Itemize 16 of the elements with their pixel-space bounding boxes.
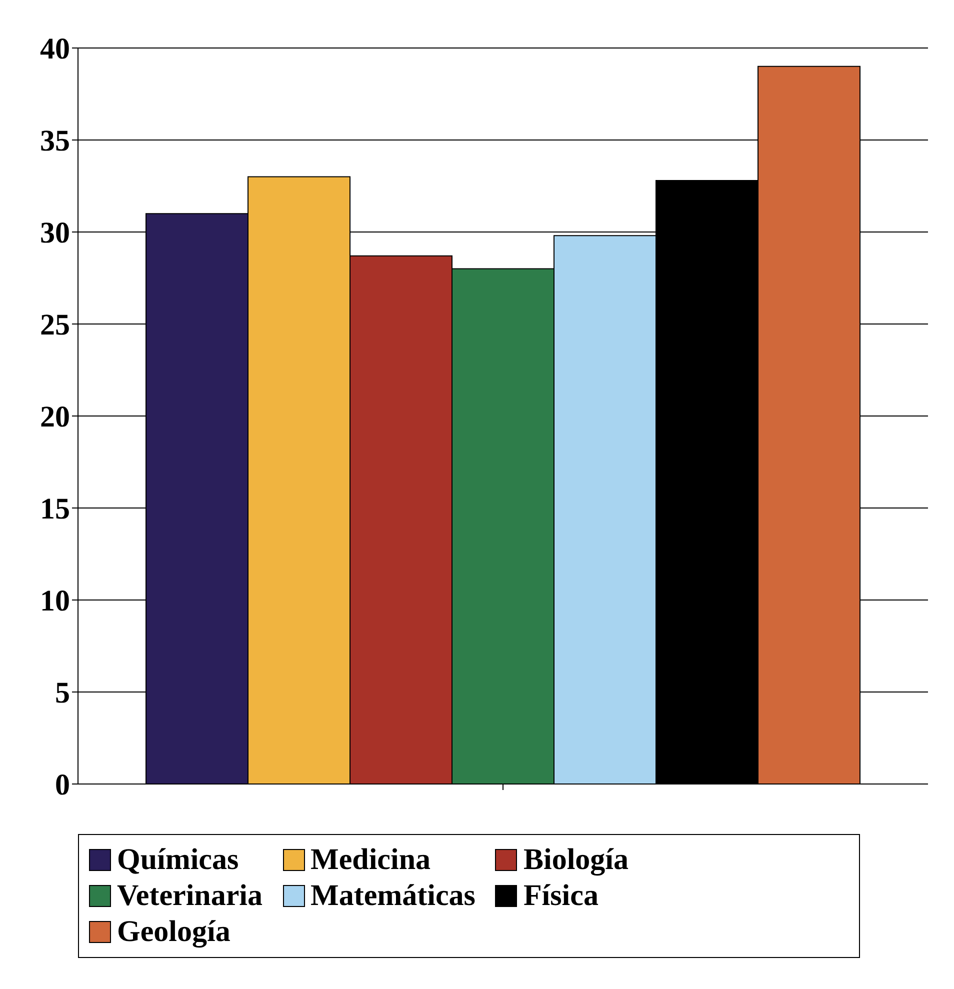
y-tick-label: 40	[40, 32, 70, 66]
legend-label: Física	[523, 879, 598, 913]
legend-label: Matemáticas	[310, 879, 476, 913]
legend-label: Biología	[523, 843, 628, 877]
legend-label: Veterinaria	[117, 879, 263, 913]
y-tick-label: 10	[40, 584, 70, 618]
legend-label: Geología	[117, 915, 230, 949]
y-tick-label: 30	[40, 216, 70, 250]
legend-label: Químicas	[117, 843, 239, 877]
y-tick-label: 20	[40, 400, 70, 434]
y-tick-label: 35	[40, 124, 70, 158]
y-tick-label: 25	[40, 308, 70, 342]
y-tick-label: 15	[40, 492, 70, 526]
y-tick-label: 0	[55, 768, 70, 802]
y-tick-label: 5	[55, 676, 70, 710]
legend-label: Medicina	[310, 843, 431, 877]
